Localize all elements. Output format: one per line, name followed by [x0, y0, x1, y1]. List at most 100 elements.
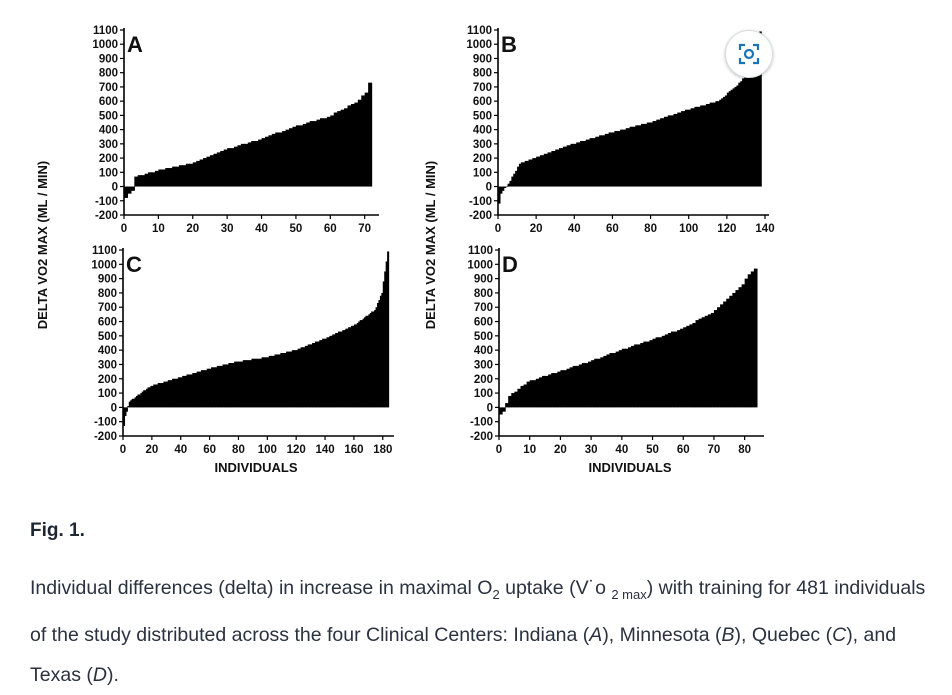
bar — [381, 292, 384, 408]
bar — [293, 350, 296, 408]
bar — [555, 149, 558, 187]
bar — [161, 169, 166, 187]
y-tick-label: 0 — [487, 402, 493, 414]
bar — [745, 74, 749, 187]
bar — [189, 163, 194, 187]
bar — [245, 360, 248, 408]
y-tick-label: 900 — [473, 53, 492, 65]
bar — [501, 186, 505, 191]
bar — [652, 338, 657, 408]
y-tick-label: 500 — [99, 110, 118, 122]
bar — [313, 343, 316, 408]
bar — [686, 325, 690, 408]
bar — [368, 82, 373, 187]
bar — [612, 132, 615, 187]
bar — [203, 370, 206, 408]
bar — [581, 363, 586, 408]
bar — [602, 135, 606, 187]
bar — [738, 287, 743, 408]
bar — [560, 148, 564, 187]
bar — [603, 355, 608, 408]
y-tick-label: 800 — [474, 288, 493, 300]
x-tick-label: 10 — [152, 223, 165, 235]
x-tick-label: 20 — [186, 223, 199, 235]
bar — [307, 344, 310, 408]
bar — [127, 186, 132, 194]
x-tick-label: 60 — [606, 223, 619, 235]
x-axis-title-left: INDIVIDUALS — [214, 460, 297, 475]
zoom-button[interactable] — [725, 30, 773, 78]
bar — [169, 380, 172, 408]
bar — [313, 121, 318, 187]
bar — [326, 116, 331, 187]
bar — [133, 398, 136, 408]
bar — [560, 370, 565, 408]
bar — [374, 310, 377, 408]
bar — [153, 384, 156, 408]
bar — [641, 123, 644, 187]
bar — [545, 153, 549, 187]
bar — [379, 295, 382, 408]
bar — [134, 397, 137, 408]
bar — [735, 290, 740, 408]
bar — [353, 324, 356, 408]
bar — [283, 353, 286, 408]
bar — [618, 350, 623, 408]
bar — [192, 373, 195, 408]
bar — [309, 121, 314, 187]
panel-letter: A — [127, 32, 143, 57]
bar — [327, 337, 330, 408]
bar — [710, 312, 715, 408]
bar — [505, 186, 509, 188]
bar — [323, 338, 326, 408]
bar — [252, 358, 255, 408]
bar — [124, 186, 129, 198]
bar — [576, 142, 579, 187]
x-tick-label: 50 — [646, 444, 659, 456]
bar — [239, 361, 242, 408]
figure-panels: 110010009008007006005004003002001000-100… — [35, 25, 775, 475]
bar — [623, 129, 627, 187]
bar — [671, 115, 675, 187]
y-tick-label: 200 — [99, 153, 118, 165]
bar — [679, 112, 682, 187]
x-tick-label: 30 — [585, 444, 598, 456]
bar — [541, 375, 546, 408]
bar — [559, 148, 562, 187]
y-tick-label: 200 — [474, 374, 493, 386]
bar — [141, 391, 144, 408]
bar — [362, 318, 365, 408]
bar — [631, 126, 635, 187]
bar — [650, 122, 654, 187]
bar — [146, 388, 149, 408]
bar — [674, 331, 678, 408]
bar — [566, 368, 571, 408]
bar — [620, 129, 623, 187]
bar — [551, 150, 554, 187]
x-tick-label: 60 — [677, 444, 690, 456]
bar — [649, 340, 654, 408]
bar — [508, 395, 512, 408]
bar — [290, 351, 293, 408]
bar — [635, 125, 638, 187]
bar — [179, 165, 184, 187]
bar — [511, 393, 515, 408]
bar — [196, 160, 201, 187]
bar — [499, 186, 503, 194]
bar — [224, 364, 227, 408]
bar — [258, 358, 261, 408]
bar — [524, 160, 528, 187]
bar — [232, 363, 235, 408]
bar — [302, 123, 307, 187]
bar — [503, 186, 507, 188]
bar — [128, 401, 131, 408]
bar — [144, 173, 149, 187]
bar — [364, 92, 369, 187]
x-tick-label: 0 — [121, 223, 127, 235]
x-tick-label: 60 — [203, 444, 216, 456]
bar — [705, 104, 709, 187]
bar — [514, 391, 519, 408]
bar — [203, 158, 208, 187]
bar — [225, 364, 228, 408]
bar — [570, 143, 573, 187]
